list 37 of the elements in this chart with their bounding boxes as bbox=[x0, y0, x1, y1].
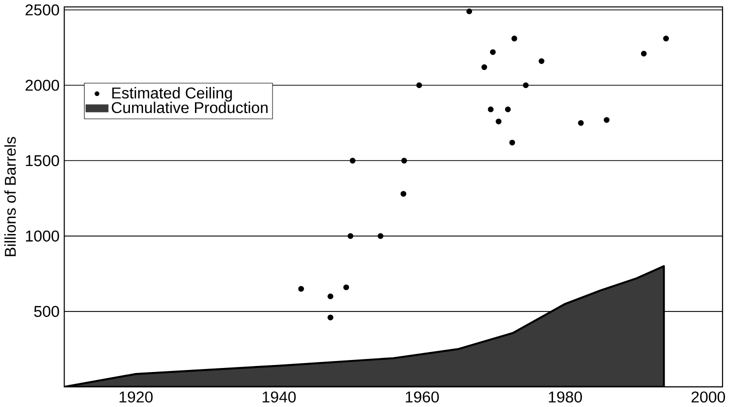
y-tick-label: 2500 bbox=[26, 4, 60, 16]
x-tick-label: 2000 bbox=[692, 392, 726, 403]
point bbox=[400, 191, 406, 197]
y-tick-label: 500 bbox=[34, 306, 60, 318]
point bbox=[496, 118, 502, 124]
point bbox=[511, 36, 518, 42]
point bbox=[663, 36, 669, 42]
point bbox=[509, 140, 516, 146]
point bbox=[343, 284, 350, 290]
y-tick-label: 1500 bbox=[26, 155, 60, 166]
point bbox=[578, 120, 584, 126]
point bbox=[505, 106, 511, 112]
point bbox=[604, 117, 610, 123]
point bbox=[416, 82, 422, 88]
point bbox=[298, 286, 304, 292]
point bbox=[522, 82, 529, 88]
y-tick-label: 2000 bbox=[26, 80, 60, 91]
point bbox=[466, 8, 472, 14]
point bbox=[350, 158, 356, 164]
x-tick-label: 1940 bbox=[262, 392, 296, 403]
point bbox=[490, 49, 496, 56]
point bbox=[328, 294, 334, 300]
point bbox=[538, 58, 544, 64]
point bbox=[328, 314, 334, 320]
legend-label: Cumulative Production bbox=[112, 102, 268, 114]
point bbox=[378, 233, 384, 239]
x-tick-label: 1960 bbox=[406, 392, 439, 403]
point bbox=[401, 158, 408, 164]
x-tick-label: 1920 bbox=[120, 392, 153, 403]
point bbox=[348, 233, 354, 239]
point bbox=[481, 64, 488, 70]
y-tick-label: 1000 bbox=[26, 230, 60, 242]
point bbox=[488, 106, 494, 112]
y-axis-title: Billions of Barrels bbox=[4, 137, 16, 256]
point bbox=[640, 50, 647, 57]
legend-label: Estimated Ceiling bbox=[112, 87, 232, 102]
x-tick-label: 1980 bbox=[548, 392, 582, 403]
